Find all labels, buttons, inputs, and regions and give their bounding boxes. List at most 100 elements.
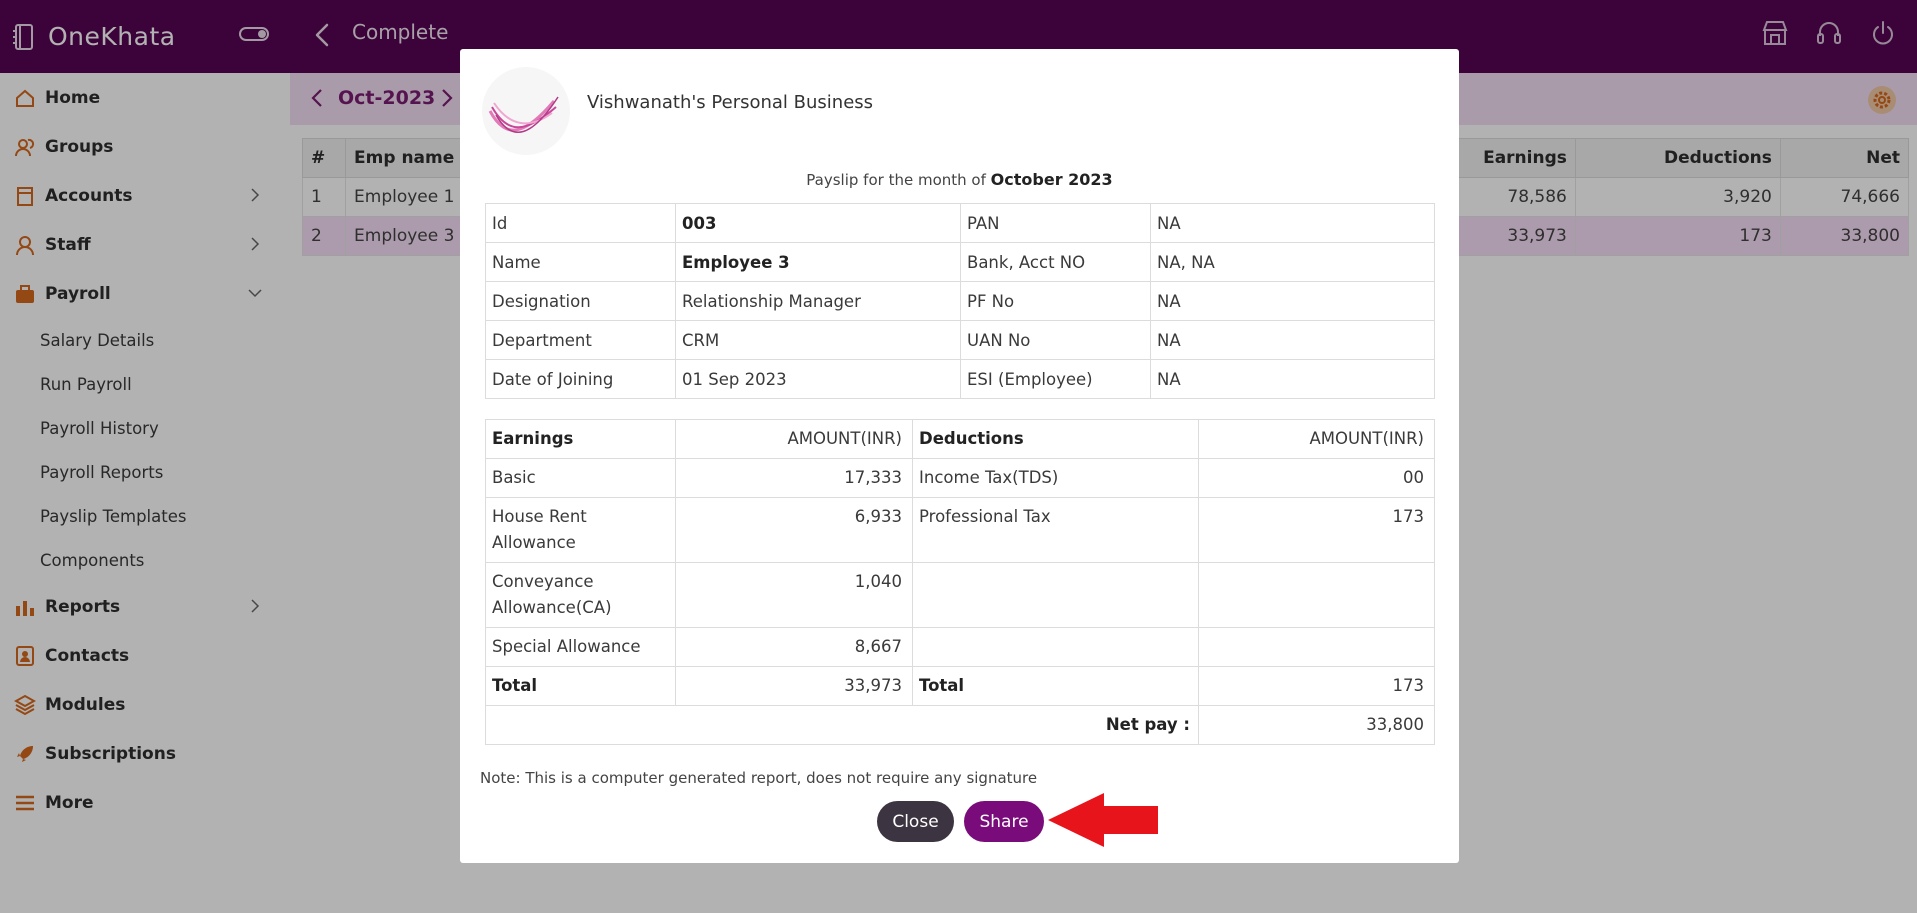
sidebar-subitem-run-payroll[interactable]: Run Payroll [40, 374, 132, 394]
uan-label: UAN No [960, 320, 1151, 360]
col-header-deductions[interactable]: Deductions [1574, 138, 1781, 178]
caption-month: October 2023 [990, 170, 1113, 189]
chevron-right-icon [251, 599, 260, 613]
deduction-name [912, 627, 1199, 667]
sidebar-subitem-components[interactable]: Components [40, 550, 145, 570]
swoosh-logo-icon [488, 96, 559, 133]
employee-info-table: Id 003 PAN NA Name Employee 3 Bank, Acct… [485, 203, 1435, 399]
earning-name: Conveyance Allowance(CA) [485, 562, 676, 628]
sidebar-item-label: More [45, 792, 94, 813]
earning-name: House Rent Allowance [485, 497, 676, 563]
info-row: Date of Joining 01 Sep 2023 ESI (Employe… [485, 359, 1435, 399]
sidebar-item-modules[interactable]: Modules [0, 680, 290, 729]
deduction-name [912, 562, 1199, 628]
sidebar-item-label: Subscriptions [45, 743, 176, 764]
net-pay-row: Net pay : 33,800 [485, 705, 1435, 745]
earning-amount: 17,333 [675, 458, 913, 498]
sidebar-item-accounts[interactable]: Accounts [0, 171, 290, 220]
earning-name: Special Allowance [485, 627, 676, 667]
pan-label: PAN [960, 203, 1151, 243]
sidebar-subitem-salary-details[interactable]: Salary Details [40, 330, 155, 350]
id-value: 003 [675, 203, 961, 243]
sidebar-item-label: Accounts [45, 185, 133, 206]
row-net: 33,800 [1779, 216, 1910, 256]
headset-icon[interactable] [1815, 18, 1843, 48]
doj-label: Date of Joining [485, 359, 676, 399]
col-header-net[interactable]: Net [1779, 138, 1910, 178]
modules-icon [14, 694, 36, 715]
deductions-amount-header: AMOUNT(INR) [1198, 419, 1435, 459]
gear-icon[interactable] [1867, 85, 1897, 115]
pf-value: NA [1150, 281, 1435, 321]
sidebar-subitem-payroll-history[interactable]: Payroll History [40, 418, 159, 438]
app-name: OneKhata [48, 22, 176, 51]
brand[interactable]: OneKhata [0, 22, 290, 51]
share-button[interactable]: Share [964, 801, 1044, 842]
department-label: Department [485, 320, 676, 360]
sidebar-item-label: Groups [45, 136, 114, 157]
row-deductions: 3,920 [1574, 177, 1781, 217]
deduction-name: Professional Tax [912, 497, 1199, 563]
contacts-icon [16, 645, 34, 666]
info-row: Id 003 PAN NA [485, 203, 1435, 243]
month-label[interactable]: Oct-2023 [338, 87, 436, 109]
esi-value: NA [1150, 359, 1435, 399]
deduction-amount: 173 [1198, 497, 1435, 563]
sidebar-item-label: Modules [45, 694, 126, 715]
power-icon[interactable] [1869, 18, 1897, 48]
sidebar-item-staff[interactable]: Staff [0, 220, 290, 269]
top-actions [1761, 18, 1897, 48]
id-label: Id [485, 203, 676, 243]
menu-icon [16, 795, 34, 810]
close-button[interactable]: Close [877, 801, 954, 842]
esi-label: ESI (Employee) [960, 359, 1151, 399]
payslip-caption: Payslip for the month of October 2023 [460, 170, 1459, 189]
pay-row: House Rent Allowance 6,933 Professional … [485, 497, 1435, 563]
back-arrow-icon[interactable] [310, 20, 334, 50]
sidebar-subitem-payslip-templates[interactable]: Payslip Templates [40, 506, 187, 526]
business-logo [482, 67, 570, 155]
caption-prefix: Payslip for the month of [806, 171, 986, 189]
earnings-total-label: Total [485, 666, 676, 706]
sidebar-item-payroll[interactable]: Payroll [0, 269, 290, 318]
net-pay-label: Net pay : [485, 705, 1199, 745]
sidebar-item-label: Staff [45, 234, 91, 255]
sidebar-item-subscriptions[interactable]: Subscriptions [0, 729, 290, 778]
rocket-icon [17, 745, 33, 762]
sidebar-item-contacts[interactable]: Contacts [0, 631, 290, 680]
earnings-total: 33,973 [675, 666, 913, 706]
col-header-number[interactable]: # [301, 138, 347, 178]
pay-header-row: Earnings AMOUNT(INR) Deductions AMOUNT(I… [485, 419, 1435, 459]
sidebar-item-label: Home [45, 87, 101, 108]
sidebar-item-more[interactable]: More [0, 778, 290, 827]
chevron-right-icon[interactable] [440, 87, 454, 109]
payslip-modal: Vishwanath's Personal Business Payslip f… [460, 49, 1459, 863]
sidebar-item-reports[interactable]: Reports [0, 582, 290, 631]
sidebar-item-groups[interactable]: Groups [0, 122, 290, 171]
store-icon[interactable] [1761, 18, 1789, 48]
sidebar-item-home[interactable]: Home [0, 73, 290, 122]
notebook-icon [13, 23, 33, 50]
theme-toggle[interactable] [239, 27, 269, 41]
earnings-deductions-table: Earnings AMOUNT(INR) Deductions AMOUNT(I… [485, 419, 1435, 745]
info-row: Name Employee 3 Bank, Acct NO NA, NA [485, 242, 1435, 282]
sidebar-subitem-payroll-reports[interactable]: Payroll Reports [40, 462, 164, 482]
sidebar-item-label: Reports [45, 596, 121, 617]
uan-value: NA [1150, 320, 1435, 360]
deduction-amount [1198, 627, 1435, 667]
earning-amount: 1,040 [675, 562, 913, 628]
info-row: Designation Relationship Manager PF No N… [485, 281, 1435, 321]
deduction-name: Income Tax(TDS) [912, 458, 1199, 498]
pay-row: Basic 17,333 Income Tax(TDS) 00 [485, 458, 1435, 498]
earning-amount: 8,667 [675, 627, 913, 667]
row-deductions: 173 [1574, 216, 1781, 256]
row-number: 2 [301, 216, 347, 256]
earning-name: Basic [485, 458, 676, 498]
chevron-left-icon[interactable] [310, 87, 324, 109]
pay-row: Conveyance Allowance(CA) 1,040 [485, 562, 1435, 628]
accounts-icon [17, 186, 33, 206]
row-net: 74,666 [1779, 177, 1910, 217]
deductions-total-label: Total [912, 666, 1199, 706]
pay-row: Special Allowance 8,667 [485, 627, 1435, 667]
sidebar-item-label: Contacts [45, 645, 130, 666]
